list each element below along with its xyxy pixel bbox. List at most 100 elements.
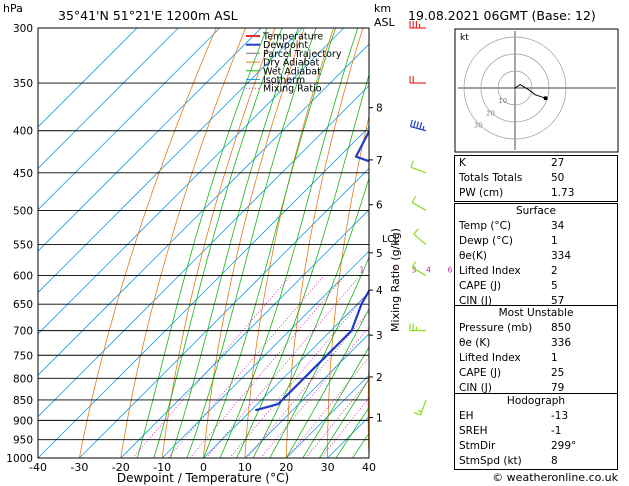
isotherm-line <box>38 28 221 211</box>
wind-barb-staff <box>410 166 427 174</box>
mixing-ratio-axis-label: Mixing Ratio (g/kg) <box>389 228 402 332</box>
wind-barb-staff <box>411 267 427 277</box>
table-row: Pressure (mb) 850 <box>455 321 617 336</box>
most-unstable-title: Most Unstable <box>498 307 574 319</box>
wind-barb-half-flag <box>417 410 422 413</box>
hodograph-table-panel: Hodograph EH -13 SREH -1 StmDir 299° StmSpd (k… <box>454 393 618 470</box>
table-row: CIN (J) 57 <box>455 294 617 309</box>
wind-barb <box>409 323 426 332</box>
hodograph-trace <box>514 84 546 99</box>
row-label: SREH <box>459 425 488 437</box>
row-value: 336 <box>551 337 572 349</box>
row-label: EH <box>459 410 474 422</box>
temperature-tick-label: 40 <box>362 461 376 474</box>
table-row: θe(K) 334 <box>455 249 617 264</box>
table-row: StmDir 299° <box>455 439 617 454</box>
row-label: CIN (J) <box>459 295 492 307</box>
dry-adiabat-line <box>79 28 217 458</box>
pressure-tick-label: 650 <box>13 299 33 311</box>
height-tick-label: 8 <box>376 103 383 115</box>
row-value: 27 <box>551 157 565 169</box>
hodograph-ring <box>497 70 533 106</box>
legend-entry: Mixing Ratio <box>263 84 322 95</box>
temperature-tick-label: 0 <box>200 461 207 474</box>
temperature-tick-label: -30 <box>70 461 88 474</box>
dry-adiabat-line <box>367 355 369 458</box>
wind-barb <box>413 228 427 245</box>
temperature-tick-label: 20 <box>279 461 293 474</box>
pressure-tick-label: 750 <box>13 350 33 362</box>
legend-entry: Parcel Trajectory <box>263 49 342 60</box>
row-value: 50 <box>551 172 565 184</box>
hodograph-end-point <box>543 96 548 101</box>
legend-entry: Wet Adiabat <box>263 66 321 77</box>
isotherm-line <box>244 333 369 458</box>
pressure-tick-label: 800 <box>13 373 33 385</box>
table-row: StmSpd (kt) 8 <box>455 454 617 469</box>
wind-barb <box>409 76 426 84</box>
row-label: CAPE (J) <box>459 367 502 379</box>
pressure-tick-label: 350 <box>13 78 33 90</box>
datetime-title: 19.08.2021 06GMT (Base: 12) <box>408 8 596 23</box>
table-row: EH -13 <box>455 409 617 424</box>
row-label: CAPE (J) <box>459 280 502 292</box>
hodograph-ring-label: 30 <box>474 122 483 130</box>
isotherm-line <box>38 28 138 128</box>
wind-barb <box>409 119 427 132</box>
row-value: 25 <box>551 367 565 379</box>
table-row: K 27 <box>455 156 617 171</box>
row-value: 299° <box>551 440 577 452</box>
pressure-tick-label: 700 <box>13 326 33 338</box>
wind-barb <box>411 261 427 277</box>
wind-barb-flag <box>413 120 417 128</box>
row-label: Temp (°C) <box>459 220 512 232</box>
table-row: Temp (°C) 34 <box>455 219 617 234</box>
row-value: 850 <box>551 322 572 334</box>
row-value: 1.73 <box>551 187 575 199</box>
hodograph-frame <box>454 28 619 153</box>
wind-barb-flag <box>416 121 420 129</box>
temperature-tick-label: 30 <box>321 461 335 474</box>
mixing-ratio-label: 2 <box>392 266 397 275</box>
height-tick-label: 2 <box>376 372 383 384</box>
hodograph-ring <box>463 36 567 140</box>
hodograph-ring <box>480 53 550 123</box>
temperature-tick-label: -40 <box>29 461 47 474</box>
isotherm-line <box>161 250 369 458</box>
mixing-ratio-line <box>205 275 361 458</box>
isotherm-line <box>38 28 345 335</box>
row-label: CIN (J) <box>459 382 492 394</box>
table-row: Lifted Index 2 <box>455 264 617 279</box>
table-row: Totals Totals 50 <box>455 171 617 186</box>
height-unit-km: km <box>374 2 391 15</box>
isotherm-line <box>38 28 179 169</box>
temperature-tick-label: -10 <box>153 461 171 474</box>
mixing-ratio-label: 6 <box>448 266 453 275</box>
mixing-ratio-line <box>246 310 369 458</box>
table-row: CAPE (J) 5 <box>455 279 617 294</box>
isotherm-line <box>38 28 262 252</box>
dry-adiabat-line <box>620 28 629 458</box>
row-value: 79 <box>551 382 565 394</box>
pressure-tick-label: 450 <box>13 168 33 180</box>
mixing-ratio-label: 4 <box>426 266 431 275</box>
table-row: CIN (J) 79 <box>455 381 617 396</box>
plot-frame <box>37 27 370 459</box>
x-axis-label: Dewpoint / Temperature (°C) <box>117 471 289 485</box>
isotherm-line <box>203 291 369 458</box>
pressure-tick-label: 1000 <box>6 453 33 465</box>
wind-barb-flag <box>411 261 417 268</box>
hodograph-ring-label: 10 <box>498 97 507 105</box>
most-unstable-panel: Most Unstable Pressure (mb) 850 θe (K) 336 L… <box>454 305 618 397</box>
pressure-tick-label: 900 <box>13 415 33 427</box>
height-tick-label: 4 <box>376 285 383 297</box>
table-row: θe (K) 336 <box>455 336 617 351</box>
isotherm-line <box>38 85 369 418</box>
pressure-tick-label: 300 <box>13 23 33 35</box>
wind-barb <box>410 160 427 174</box>
row-label: Lifted Index <box>459 352 521 364</box>
row-label: θe(K) <box>459 250 487 262</box>
table-row: Dewp (°C) 1 <box>455 234 617 249</box>
series-line-dewpoint <box>255 128 369 412</box>
